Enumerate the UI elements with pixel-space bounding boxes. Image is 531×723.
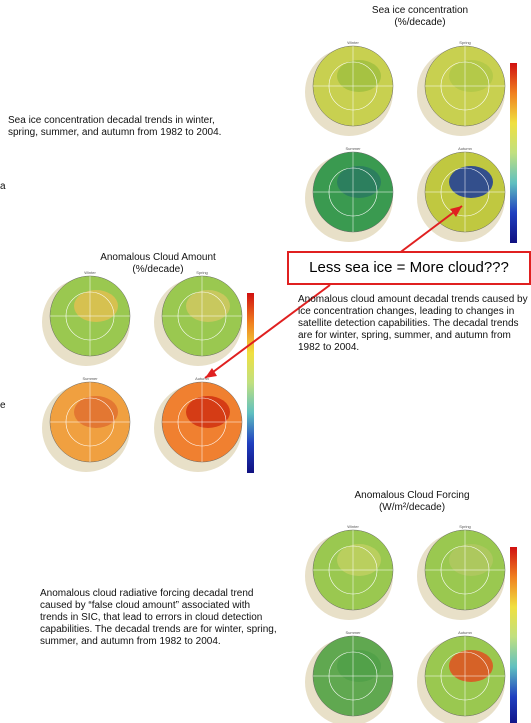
- season-label: Summer: [82, 376, 98, 381]
- map-region: [337, 650, 381, 682]
- unit: (W/m²/decade): [379, 502, 445, 513]
- season-label: Summer: [345, 630, 361, 635]
- map-region: [186, 396, 230, 428]
- title: Sea ice concentration: [372, 5, 468, 16]
- season-label: Winter: [347, 40, 359, 45]
- title: Anomalous Cloud Amount: [100, 252, 216, 263]
- unit: (%/decade): [394, 17, 445, 28]
- slide: Winter Spring Summer Autumn Winter Spring Summ…: [0, 0, 531, 723]
- map-region: [337, 166, 381, 198]
- unit: (%/decade): [132, 264, 183, 275]
- colorbar: [510, 63, 517, 243]
- panel-title: Sea ice concentration(%/decade): [340, 5, 500, 29]
- caption: Anomalous cloud radiative forcing decada…: [40, 588, 280, 648]
- map-region: [449, 650, 493, 682]
- map-region: [74, 290, 118, 322]
- season-label: Summer: [345, 146, 361, 151]
- callout: Less sea ice = More cloud???: [287, 251, 531, 285]
- fragment: e: [0, 400, 6, 412]
- colorbar: [510, 547, 517, 723]
- caption: Anomalous cloud amount decadal trends ca…: [298, 294, 531, 354]
- title: Anomalous Cloud Forcing: [354, 490, 469, 501]
- map-region: [337, 60, 381, 92]
- season-label: Spring: [459, 40, 471, 45]
- map-region: [337, 544, 381, 576]
- map-region: [186, 290, 230, 322]
- map-region: [449, 166, 493, 198]
- caption: Sea ice concentration decadal trends in …: [8, 115, 223, 139]
- season-label: Spring: [459, 524, 471, 529]
- map-region: [74, 396, 118, 428]
- map-region: [449, 60, 493, 92]
- season-label: Autumn: [458, 630, 472, 635]
- season-label: Winter: [347, 524, 359, 529]
- panel-title: Anomalous Cloud Forcing(W/m²/decade): [332, 490, 492, 514]
- map-region: [449, 544, 493, 576]
- colorbar: [247, 293, 254, 473]
- fragment: a: [0, 181, 6, 193]
- panel-title: Anomalous Cloud Amount(%/decade): [78, 252, 238, 276]
- season-label: Autumn: [458, 146, 472, 151]
